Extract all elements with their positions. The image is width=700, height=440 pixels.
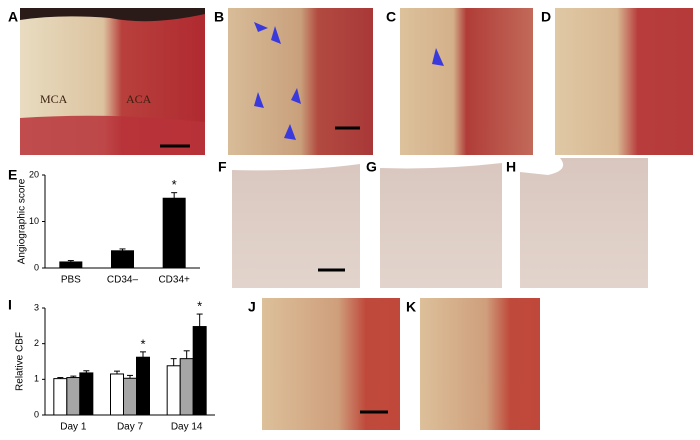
panel-letter: J	[248, 299, 256, 315]
bar	[179, 358, 194, 416]
bar	[59, 261, 83, 269]
bar	[192, 326, 207, 416]
y-tick-label: 0	[34, 409, 39, 419]
y-axis-label: Angiographic score	[17, 178, 28, 264]
bar	[53, 378, 68, 416]
bar	[166, 365, 181, 416]
bar	[79, 372, 94, 416]
bar	[162, 197, 186, 269]
y-tick-label: 2	[34, 338, 39, 348]
panel-letter: B	[214, 9, 224, 25]
x-tick-label: CD34+	[158, 275, 190, 286]
region-label: MCA	[40, 92, 68, 106]
photo-h	[520, 158, 648, 288]
photo-j	[262, 298, 400, 430]
bar	[136, 356, 150, 416]
panel-letter: E	[8, 167, 17, 183]
panel-letter: I	[8, 297, 12, 313]
panel-letter: G	[366, 159, 377, 175]
photo-d	[555, 8, 693, 155]
bar	[110, 373, 124, 416]
photo-c	[400, 8, 533, 155]
x-tick-label: Day 1	[60, 422, 87, 433]
panel-letter: C	[386, 9, 396, 25]
bar	[123, 377, 137, 416]
panel-letter: H	[506, 159, 516, 175]
panel-letter: F	[218, 159, 227, 175]
panel-letter: D	[541, 9, 551, 25]
region-label: ACA	[126, 92, 152, 106]
y-axis-label: Relative CBF	[15, 332, 26, 391]
y-tick-label: 20	[29, 169, 39, 179]
photo-a-edge	[20, 8, 205, 22]
significance-mark: *	[197, 299, 202, 314]
y-tick-label: 0	[34, 262, 39, 272]
significance-mark: *	[140, 336, 145, 351]
y-tick-label: 1	[34, 374, 39, 384]
photo-f	[232, 158, 360, 288]
arrowhead-c	[432, 48, 444, 66]
bar	[111, 250, 134, 269]
y-tick-label: 3	[34, 302, 39, 312]
photo-f-edge	[232, 158, 360, 171]
photo-k	[420, 298, 540, 430]
significance-mark: *	[172, 177, 177, 192]
panel-letter: K	[406, 299, 416, 315]
photo-g	[380, 158, 502, 288]
x-tick-label: Day 7	[117, 422, 144, 433]
photo-b	[228, 8, 373, 155]
photo-h-edge	[520, 158, 564, 175]
bar	[66, 377, 81, 416]
x-tick-label: Day 14	[171, 422, 203, 433]
arrowheads-b	[254, 22, 301, 140]
x-tick-label: PBS	[61, 275, 81, 286]
photo-g-edge	[380, 158, 502, 169]
photo-a-cortex	[20, 115, 205, 155]
x-tick-label: CD34–	[107, 275, 139, 286]
y-tick-label: 10	[29, 216, 39, 226]
panel-letter: A	[8, 9, 18, 25]
